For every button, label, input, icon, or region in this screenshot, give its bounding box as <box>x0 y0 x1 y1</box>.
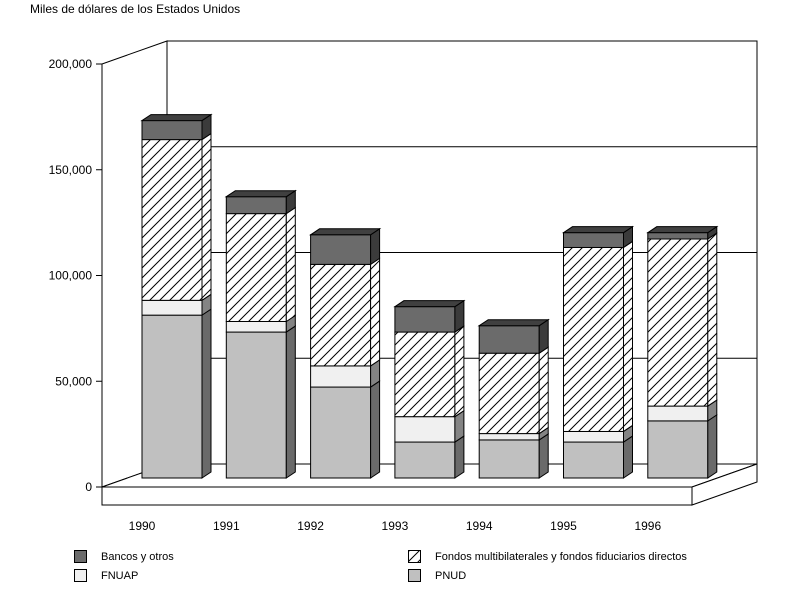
legend-label-fondos: Fondos multibilaterales y fondos fiducia… <box>435 550 687 563</box>
bar-segment <box>478 325 540 354</box>
bar-side <box>707 232 718 408</box>
bar-segment <box>647 238 709 407</box>
bar-segment <box>394 416 456 443</box>
bar-segment <box>225 331 287 479</box>
bar-segment <box>225 196 287 215</box>
legend-item-fnuap: FNUAP <box>74 569 138 582</box>
bar-segment <box>478 439 540 479</box>
bar-top <box>308 228 382 236</box>
bar-segment <box>563 441 624 479</box>
bar-segment <box>647 232 709 240</box>
legend-swatch-bancos <box>74 550 87 563</box>
legend-item-pnud: PNUD <box>408 569 466 582</box>
bar-segment <box>225 213 287 322</box>
bar-segment <box>310 234 372 265</box>
bar-side <box>538 432 549 479</box>
floor-side <box>691 463 758 506</box>
floor-front <box>101 486 693 506</box>
bar-segment <box>563 246 624 432</box>
x-tick-label: 1992 <box>297 519 324 533</box>
y-tick-label: 200,000 <box>49 57 93 71</box>
bar-segment <box>225 320 287 333</box>
bar-top <box>224 190 297 198</box>
bar-segment <box>141 120 203 141</box>
bar-segment <box>310 386 372 479</box>
legend-swatch-pnud <box>408 569 421 582</box>
bar-segment <box>141 139 203 301</box>
y-tick-label: 0 <box>85 480 92 494</box>
legend-swatch-fondos <box>408 550 421 563</box>
legend-item-fondos: Fondos multibilaterales y fondos fiducia… <box>408 550 687 563</box>
bar-segment <box>394 441 456 479</box>
y-axis-label: Miles de dólares de los Estados Unidos <box>30 2 241 16</box>
bar-top <box>393 300 466 308</box>
bar-segment <box>394 331 456 418</box>
bar-segment <box>310 263 372 367</box>
bar-side <box>454 325 465 418</box>
y-tick-label: 150,000 <box>49 163 93 177</box>
bar-segment <box>310 365 372 388</box>
bar-side <box>285 325 296 479</box>
x-tick-label: 1996 <box>634 519 661 533</box>
bar-segment <box>647 405 709 422</box>
bar-segment <box>141 299 203 316</box>
legend-label-fnuap: FNUAP <box>101 569 139 582</box>
bar-segment <box>563 430 624 443</box>
bar-top <box>477 319 550 327</box>
bar-segment <box>478 433 540 441</box>
legend-label-pnud: PNUD <box>435 569 467 582</box>
bar-side <box>623 435 633 479</box>
x-tick-label: 1990 <box>129 519 156 533</box>
legend-label-bancos: Bancos y otros <box>101 550 174 563</box>
legend-swatch-fnuap <box>74 569 87 582</box>
x-tick-label: 1995 <box>550 519 577 533</box>
bar-segment <box>478 352 540 435</box>
bar-side <box>201 132 212 302</box>
bar-side <box>538 346 549 435</box>
bar-segment <box>647 420 709 479</box>
x-tick-label: 1994 <box>466 519 493 533</box>
bar-top <box>561 226 635 234</box>
bar-side <box>370 380 381 479</box>
x-tick-label: 1993 <box>382 519 409 533</box>
bar-top <box>140 114 213 122</box>
bar-top <box>646 226 719 234</box>
bar-segment <box>394 306 456 333</box>
bar-side <box>707 413 718 479</box>
bar-side <box>370 257 381 367</box>
x-tick-label: 1991 <box>213 519 240 533</box>
y-tick-label: 50,000 <box>55 374 92 388</box>
bar-side <box>623 240 633 433</box>
bar-side <box>454 435 465 479</box>
bar-segment <box>141 314 203 479</box>
legend-item-bancos: Bancos y otros <box>74 550 174 563</box>
bar-side <box>201 308 212 479</box>
y-tick-label: 100,000 <box>49 269 93 283</box>
bar-side <box>285 206 296 323</box>
bar-segment <box>563 232 624 248</box>
